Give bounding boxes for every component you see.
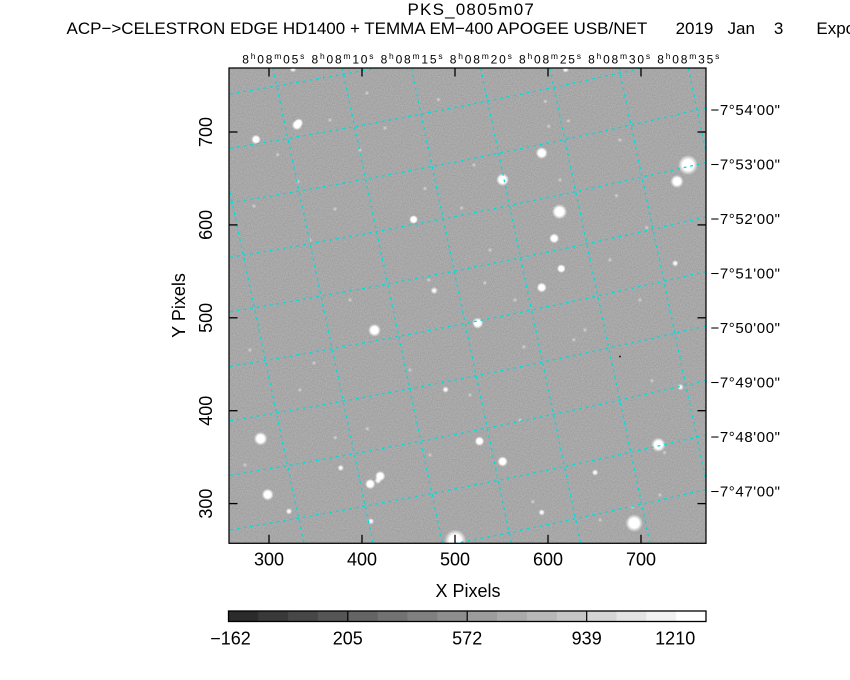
svg-text:1210: 1210 [655,629,695,649]
svg-text:−7°47'00": −7°47'00" [711,483,781,500]
svg-text:8h08m10s: 8h08m10s [311,51,375,66]
svg-text:−7°54'00": −7°54'00" [711,102,781,119]
svg-text:8h08m25s: 8h08m25s [519,51,583,66]
svg-text:600: 600 [533,550,563,570]
svg-text:205: 205 [333,629,363,649]
svg-text:8h08m15s: 8h08m15s [381,51,445,66]
svg-text:8h08m05s: 8h08m05s [242,51,306,66]
svg-text:300: 300 [196,489,216,519]
svg-text:Y Pixels: Y Pixels [169,273,189,338]
svg-text:−7°48'00": −7°48'00" [711,429,781,446]
svg-text:−7°51'00": −7°51'00" [711,265,781,282]
svg-text:−7°49'00": −7°49'00" [711,374,781,391]
svg-text:939: 939 [572,629,602,649]
svg-text:8h08m20s: 8h08m20s [450,51,514,66]
svg-text:−162: −162 [210,629,251,649]
svg-text:−7°50'00": −7°50'00" [711,320,781,337]
svg-text:8h08m30s: 8h08m30s [588,51,652,66]
svg-text:ACP−>CELESTRON EDGE HD1400 + T: ACP−>CELESTRON EDGE HD1400 + TEMMA EM−40… [67,19,850,38]
svg-text:500: 500 [196,303,216,333]
svg-text:572: 572 [452,629,482,649]
svg-text:700: 700 [626,550,656,570]
svg-text:400: 400 [347,550,377,570]
svg-text:−7°53'00": −7°53'00" [711,156,781,173]
svg-text:−7°52'00": −7°52'00" [711,211,781,228]
svg-text:700: 700 [196,117,216,147]
svg-text:X Pixels: X Pixels [435,581,500,601]
svg-text:PKS_0805m07: PKS_0805m07 [408,0,536,19]
svg-text:300: 300 [254,550,284,570]
svg-text:500: 500 [440,550,470,570]
svg-text:400: 400 [196,396,216,426]
svg-text:600: 600 [196,210,216,240]
svg-text:8h08m35s: 8h08m35s [657,51,721,66]
